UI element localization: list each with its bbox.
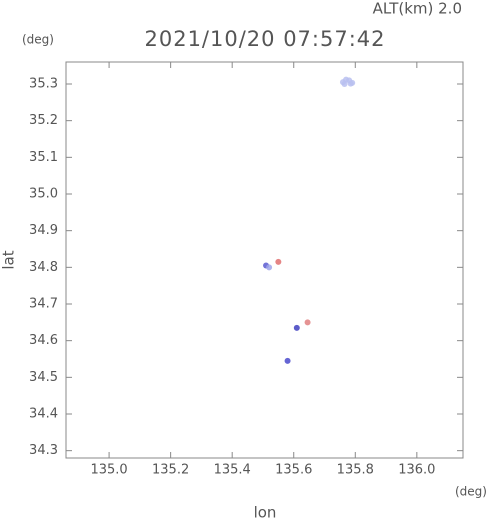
y-tick-label: 35.1 <box>29 150 58 165</box>
x-tick-label: 135.8 <box>337 463 374 478</box>
x-axis-label: lon <box>254 504 277 522</box>
x-tick-label: 136.0 <box>398 463 435 478</box>
chart-title: 2021/10/20 07:57:42 <box>144 27 385 51</box>
point <box>341 81 348 87</box>
x-unit: (deg) <box>455 485 487 499</box>
point <box>275 258 282 265</box>
y-tick-label: 35.3 <box>29 77 58 92</box>
point <box>266 264 273 271</box>
y-tick-label: 34.7 <box>29 297 58 312</box>
y-tick-label: 34.8 <box>29 260 58 275</box>
y-tick-label: 35.0 <box>29 187 58 202</box>
y-axis-label: lat <box>0 250 18 269</box>
point <box>347 80 354 87</box>
x-tick-label: 135.4 <box>214 463 251 478</box>
x-tick-label: 135.2 <box>152 463 189 478</box>
x-tick-label: 135.0 <box>90 463 127 478</box>
y-tick-label: 34.6 <box>29 333 58 348</box>
y-tick-label: 34.4 <box>29 407 58 422</box>
y-tick-label: 34.3 <box>29 443 58 458</box>
plot-frame <box>65 61 464 459</box>
y-tick-label: 34.9 <box>29 223 58 238</box>
y-tick-label: 34.5 <box>29 370 58 385</box>
altitude-label: ALT(km) 2.0 <box>373 0 462 18</box>
point <box>304 319 311 326</box>
x-tick-label: 135.6 <box>275 463 312 478</box>
point <box>293 324 300 331</box>
point <box>284 357 291 364</box>
y-tick-label: 35.2 <box>29 113 58 128</box>
y-unit: (deg) <box>22 33 54 47</box>
